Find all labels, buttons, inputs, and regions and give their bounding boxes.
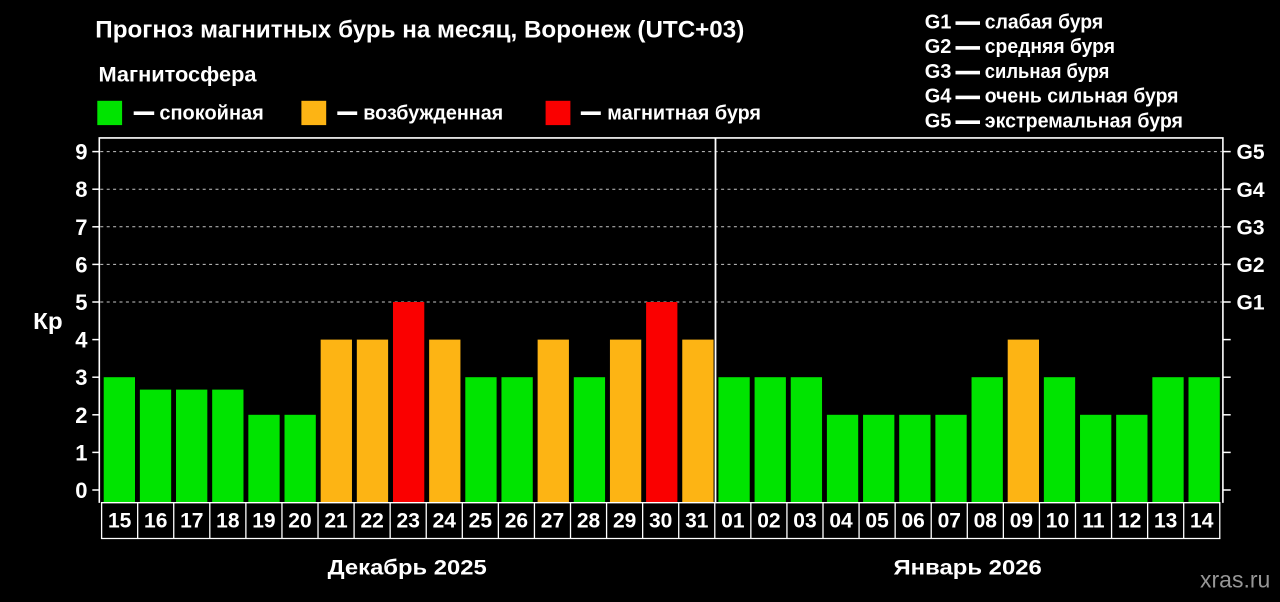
svg-text:27: 27: [541, 509, 564, 532]
svg-text:средняя буря: средняя буря: [985, 36, 1115, 58]
svg-text:xras.ru: xras.ru: [1200, 567, 1270, 593]
svg-text:06: 06: [902, 509, 925, 532]
svg-text:магнитная буря: магнитная буря: [607, 102, 761, 124]
svg-text:G4: G4: [1237, 179, 1265, 202]
svg-text:2: 2: [75, 403, 87, 428]
svg-text:сильная буря: сильная буря: [985, 61, 1110, 83]
svg-text:G2: G2: [1237, 254, 1265, 277]
svg-text:1: 1: [75, 440, 87, 465]
svg-text:G5: G5: [925, 110, 952, 132]
svg-text:6: 6: [75, 252, 87, 277]
svg-text:17: 17: [180, 509, 203, 532]
svg-text:09: 09: [1010, 509, 1033, 532]
svg-text:01: 01: [721, 509, 745, 532]
svg-text:03: 03: [793, 509, 816, 532]
svg-text:экстремальная буря: экстремальная буря: [985, 110, 1183, 132]
svg-text:07: 07: [938, 509, 961, 532]
svg-text:12: 12: [1118, 509, 1141, 532]
svg-text:20: 20: [288, 509, 311, 532]
svg-text:3: 3: [75, 365, 87, 390]
svg-text:28: 28: [577, 509, 601, 532]
svg-text:G4: G4: [925, 86, 953, 108]
svg-text:8: 8: [75, 177, 87, 202]
svg-text:слабая буря: слабая буря: [985, 11, 1103, 33]
svg-text:05: 05: [865, 509, 889, 532]
svg-text:5: 5: [75, 290, 87, 315]
svg-text:11: 11: [1082, 509, 1105, 532]
svg-text:G2: G2: [925, 36, 952, 58]
svg-text:G3: G3: [925, 61, 952, 83]
svg-text:25: 25: [469, 509, 493, 532]
svg-text:30: 30: [649, 509, 672, 532]
svg-text:14: 14: [1190, 509, 1214, 532]
svg-text:Прогноз магнитных бурь на меся: Прогноз магнитных бурь на месяц, Воронеж…: [95, 17, 744, 44]
svg-text:G3: G3: [1237, 216, 1265, 239]
svg-text:13: 13: [1154, 509, 1177, 532]
svg-text:7: 7: [75, 215, 87, 240]
svg-text:9: 9: [75, 140, 87, 165]
svg-text:26: 26: [505, 509, 528, 532]
svg-text:Кр: Кр: [33, 308, 63, 334]
svg-text:спокойная: спокойная: [159, 102, 263, 124]
svg-text:18: 18: [216, 509, 240, 532]
svg-text:0: 0: [75, 478, 87, 503]
svg-text:Магнитосфера: Магнитосфера: [99, 63, 257, 86]
svg-text:очень сильная буря: очень сильная буря: [985, 86, 1179, 108]
svg-text:21: 21: [324, 509, 348, 532]
svg-text:4: 4: [75, 328, 88, 353]
svg-text:G1: G1: [925, 11, 952, 33]
svg-text:24: 24: [433, 509, 457, 532]
svg-text:02: 02: [757, 509, 780, 532]
svg-text:31: 31: [685, 509, 709, 532]
svg-text:22: 22: [360, 509, 383, 532]
svg-text:15: 15: [108, 509, 132, 532]
svg-text:G5: G5: [1237, 141, 1265, 164]
svg-text:возбужденная: возбужденная: [363, 102, 503, 124]
svg-text:10: 10: [1046, 509, 1069, 532]
svg-text:Декабрь 2025: Декабрь 2025: [328, 555, 487, 579]
svg-text:Январь 2026: Январь 2026: [894, 555, 1042, 579]
svg-text:08: 08: [974, 509, 998, 532]
svg-text:23: 23: [397, 509, 420, 532]
svg-text:04: 04: [829, 509, 853, 532]
svg-text:29: 29: [613, 509, 636, 532]
svg-text:16: 16: [144, 509, 167, 532]
svg-text:G1: G1: [1237, 292, 1265, 315]
svg-text:19: 19: [252, 509, 275, 532]
